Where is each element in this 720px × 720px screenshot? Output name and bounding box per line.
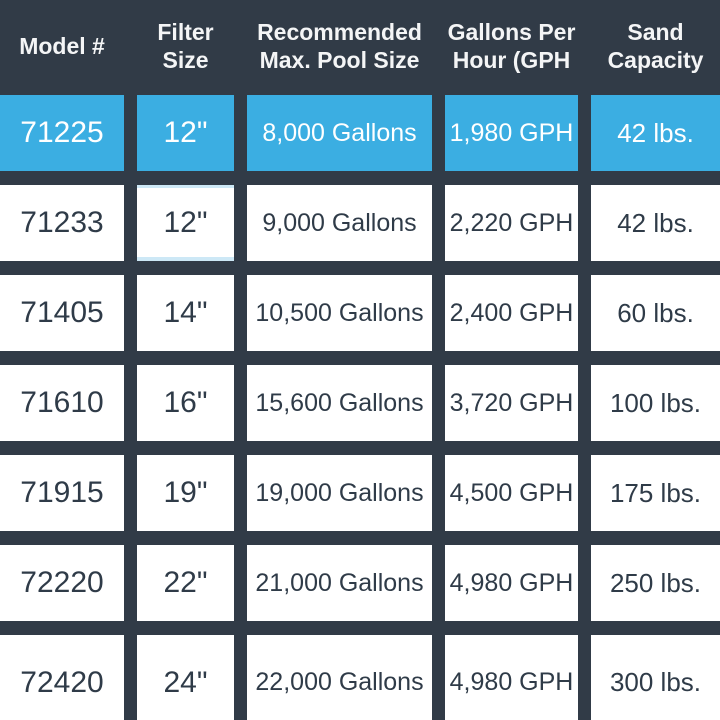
cell-pool-size: 10,500 Gallons [247, 275, 432, 351]
cell-gph: 4,500 GPH [445, 455, 578, 531]
cell-gph: 4,980 GPH [445, 635, 578, 720]
cell-model: 71610 [0, 365, 124, 441]
cell-pool-size: 22,000 Gallons [247, 635, 432, 720]
cell-gph: 1,980 GPH [445, 95, 578, 171]
cell-gph: 3,720 GPH [445, 365, 578, 441]
cell-pool-size: 19,000 Gallons [247, 455, 432, 531]
cell-model: 71233 [0, 185, 124, 261]
column-header-sand-capacity: Sand Capacity [607, 19, 704, 73]
cell-filter-size: 24" [137, 635, 234, 720]
cell-pool-size: 21,000 Gallons [247, 545, 432, 621]
cell-model: 71405 [0, 275, 124, 351]
cell-sand: 300 lbs. [591, 635, 720, 720]
cell-model: 72420 [0, 635, 124, 720]
cell-sand: 42 lbs. [591, 185, 720, 261]
cell-pool-size: 9,000 Gallons [247, 185, 432, 261]
cell-model: 72220 [0, 545, 124, 621]
cell-sand: 175 lbs. [591, 455, 720, 531]
cell-sand: 42 lbs. [591, 95, 720, 171]
cell-sand: 60 lbs. [591, 275, 720, 351]
cell-model: 71915 [0, 455, 124, 531]
column-header-model: Model # [19, 32, 105, 59]
cell-filter-size: 12" [137, 95, 234, 171]
cell-filter-size: 14" [137, 275, 234, 351]
cell-gph: 2,220 GPH [445, 185, 578, 261]
column-header-filter-size: Filter Size [157, 19, 214, 73]
cell-pool-size: 15,600 Gallons [247, 365, 432, 441]
column-header-pool-size: Recommended Max. Pool Size [257, 19, 422, 73]
cell-pool-size: 8,000 Gallons [247, 95, 432, 171]
cell-filter-size: 22" [137, 545, 234, 621]
cell-gph: 4,980 GPH [445, 545, 578, 621]
cell-model: 71225 [0, 95, 124, 171]
cell-filter-size: 19" [137, 455, 234, 531]
cell-filter-size: 12" [137, 185, 234, 261]
column-header-gph: Gallons Per Hour (GPH [447, 19, 576, 73]
cell-sand: 250 lbs. [591, 545, 720, 621]
cell-gph: 2,400 GPH [445, 275, 578, 351]
cell-filter-size: 16" [137, 365, 234, 441]
cell-sand: 100 lbs. [591, 365, 720, 441]
